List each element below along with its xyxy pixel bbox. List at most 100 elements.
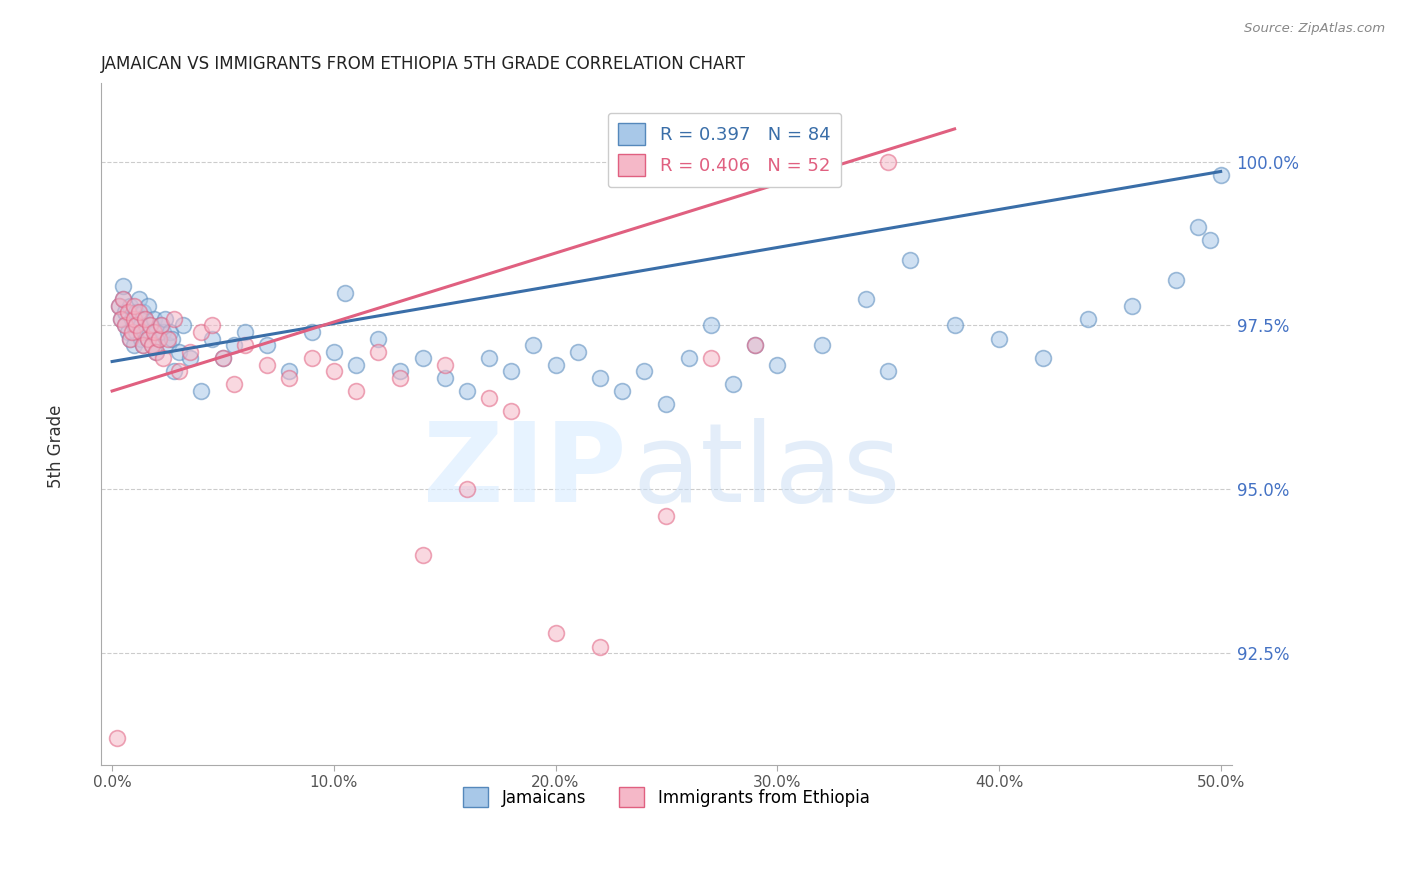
Point (501, 364, 523, 378)
Point (110, 312, 132, 326)
Point (1032, 351, 1054, 366)
Point (810, 154, 832, 169)
Point (125, 305, 148, 319)
Point (156, 338, 179, 352)
Point (333, 285, 356, 300)
Point (233, 325, 256, 339)
Point (143, 312, 166, 326)
Point (121, 312, 143, 326)
Text: Source: ZipAtlas.com: Source: ZipAtlas.com (1244, 22, 1385, 36)
Point (699, 351, 721, 366)
Point (128, 312, 150, 326)
Point (412, 548, 434, 562)
Point (107, 299, 129, 313)
Point (544, 358, 567, 372)
Text: 5th Grade: 5th Grade (48, 404, 65, 488)
Point (124, 312, 146, 326)
Point (148, 332, 170, 346)
Point (1121, 299, 1143, 313)
Point (124, 338, 146, 352)
Point (163, 312, 186, 326)
Point (301, 351, 323, 366)
Point (145, 325, 167, 339)
Point (129, 318, 152, 333)
Point (544, 626, 567, 640)
Point (128, 305, 150, 319)
Point (149, 318, 172, 333)
Point (456, 384, 478, 398)
Point (163, 364, 186, 378)
Point (132, 338, 155, 352)
Point (117, 325, 139, 339)
Point (367, 332, 389, 346)
Point (179, 351, 201, 366)
Point (699, 318, 721, 333)
Point (118, 332, 141, 346)
Point (877, 154, 900, 169)
Point (201, 332, 224, 346)
Point (222, 338, 245, 352)
Point (301, 325, 323, 339)
Point (139, 325, 162, 339)
Point (112, 293, 135, 307)
Point (322, 364, 344, 378)
Point (141, 338, 163, 352)
Point (589, 640, 612, 654)
Point (744, 338, 766, 352)
Point (1209, 168, 1232, 182)
Point (278, 371, 301, 385)
Text: JAMAICAN VS IMMIGRANTS FROM ETHIOPIA 5TH GRADE CORRELATION CHART: JAMAICAN VS IMMIGRANTS FROM ETHIOPIA 5TH… (101, 55, 747, 73)
Point (167, 344, 190, 359)
Point (589, 371, 612, 385)
Point (139, 318, 162, 333)
Point (501, 403, 523, 417)
Point (149, 318, 172, 333)
Point (129, 325, 152, 339)
Point (256, 338, 278, 352)
Point (112, 279, 135, 293)
Point (128, 293, 150, 307)
Point (117, 305, 139, 319)
Legend: Jamaicans, Immigrants from Ethiopia: Jamaicans, Immigrants from Ethiopia (457, 780, 876, 814)
Point (114, 318, 136, 333)
Point (112, 293, 135, 307)
Point (105, 731, 128, 746)
Point (855, 293, 877, 307)
Point (433, 371, 456, 385)
Point (118, 332, 141, 346)
Point (134, 312, 156, 326)
Text: ZIP: ZIP (423, 418, 627, 525)
Point (159, 325, 181, 339)
Point (678, 351, 700, 366)
Point (160, 332, 183, 346)
Point (139, 318, 162, 333)
Point (156, 332, 179, 346)
Point (134, 325, 156, 339)
Point (987, 332, 1010, 346)
Point (367, 344, 389, 359)
Point (201, 318, 224, 333)
Point (478, 391, 501, 405)
Point (744, 338, 766, 352)
Point (1166, 272, 1188, 286)
Point (136, 332, 159, 346)
Point (141, 338, 163, 352)
Point (412, 351, 434, 366)
Point (1198, 233, 1220, 247)
Point (433, 358, 456, 372)
Point (167, 364, 190, 378)
Point (1187, 220, 1209, 235)
Point (136, 299, 159, 313)
Point (132, 305, 155, 319)
Point (125, 318, 148, 333)
Point (721, 377, 744, 392)
Point (148, 332, 170, 346)
Point (152, 351, 174, 366)
Point (322, 344, 344, 359)
Point (610, 384, 633, 398)
Point (118, 299, 141, 313)
Point (179, 344, 201, 359)
Point (212, 351, 235, 366)
Point (766, 154, 789, 169)
Point (456, 483, 478, 497)
